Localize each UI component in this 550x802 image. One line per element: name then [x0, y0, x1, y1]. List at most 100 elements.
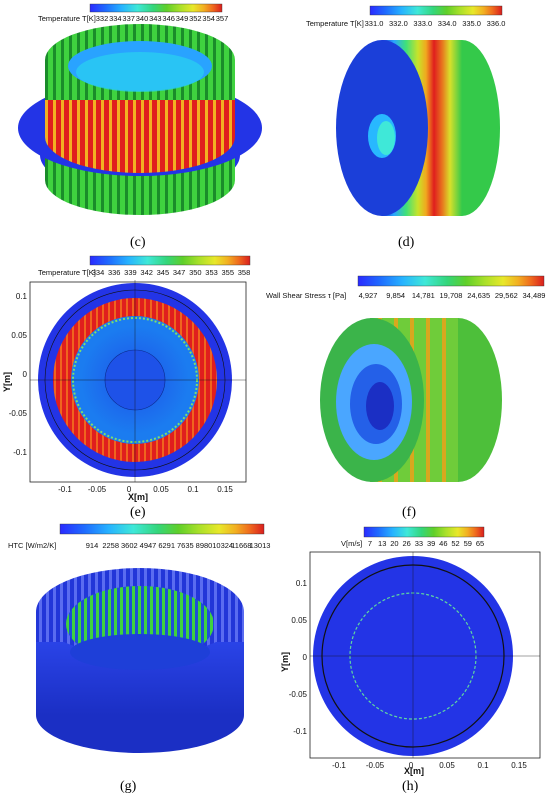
legend-tick-label: 7635 — [177, 541, 194, 550]
legend-tick-label: 13 — [378, 539, 386, 548]
legend-tick-label: 331.0 — [365, 19, 384, 28]
y-axis-label-e: Y[m] — [2, 372, 12, 392]
legend-tick-label: 29,562 — [495, 291, 518, 300]
x-tick-label: -0.1 — [58, 485, 72, 494]
x-tick-label: -0.1 — [332, 761, 346, 770]
x-tick-label: 0.15 — [217, 485, 233, 494]
legend-h: V[m/s] 7 13 20 26 33 39 46 52 59 65 — [341, 526, 485, 548]
y-tick-label: 0 — [23, 370, 28, 379]
x-tick-label: 0.1 — [187, 485, 199, 494]
legend-tick-label: 26 — [402, 539, 410, 548]
legend-tick-label: 355 — [222, 268, 235, 277]
y-tick-label: 0.1 — [16, 292, 28, 301]
legend-tick-label: 336.0 — [487, 19, 506, 28]
legend-e: Temperature T[K] 334 336 339 342 345 347 350 35… — [38, 255, 251, 277]
legend-tick-label: 2258 — [102, 541, 119, 550]
y-tick-label: 0.05 — [291, 616, 307, 625]
caption-e: (e) — [130, 505, 146, 520]
x-tick-label: -0.05 — [88, 485, 107, 494]
legend-tick-label: 11668 — [231, 541, 251, 550]
x-tick-label: 0 — [127, 485, 132, 494]
legend-title-g: HTC [W/m2/K] — [8, 541, 56, 550]
colorbar-f — [357, 275, 545, 287]
legend-title-f: Wall Shear Stress τ [Pa] — [266, 291, 346, 300]
legend-tick-label: 335.0 — [462, 19, 481, 28]
legend-ticks-h: 7 13 20 26 33 39 46 52 59 65 — [368, 539, 484, 548]
legend-tick-label: 357 — [216, 14, 229, 23]
legend-tick-label: 8980 — [196, 541, 213, 550]
x-tick-label: 0.1 — [477, 761, 489, 770]
legend-tick-label: 358 — [238, 268, 251, 277]
legend-tick-label: 33 — [415, 539, 423, 548]
legend-tick-label: 352 — [189, 14, 202, 23]
legend-title-c: Temperature T[K] — [38, 14, 96, 23]
legend-tick-label: 339 — [124, 268, 137, 277]
legend-tick-label: 52 — [451, 539, 459, 548]
y-axis-label-h: Y[m] — [280, 652, 290, 672]
colorbar-g — [59, 523, 265, 535]
legend-tick-label: 34,489 — [523, 291, 546, 300]
plot-frame-e: -0.1 -0.05 0 0.05 0.1 0.15 0.10.050-0.05-0.1 … — [2, 280, 247, 502]
colorbar-c — [89, 3, 223, 13]
legend-tick-label: 334 — [92, 268, 105, 277]
plot-frame-h: -0.1 -0.05 0 0.05 0.1 0.15 0.10.050-0.05-0.1 … — [280, 551, 541, 776]
x-tick-label: 0.15 — [511, 761, 527, 770]
legend-tick-label: 24,635 — [467, 291, 490, 300]
colorbar-e — [89, 255, 251, 266]
caption-d: (d) — [398, 235, 415, 250]
legend-tick-label: 350 — [189, 268, 202, 277]
legend-tick-label: 6291 — [158, 541, 175, 550]
panel-h: V[m/s] 7 13 20 26 33 39 46 52 59 65 -0.1 -0.05 0 0.0… — [280, 526, 541, 794]
legend-tick-label: 59 — [464, 539, 472, 548]
stator-render-g — [36, 568, 244, 753]
legend-tick-label: 20 — [390, 539, 398, 548]
legend-tick-label: 333.0 — [413, 19, 432, 28]
x-axis-label-h: X[m] — [404, 766, 424, 776]
legend-tick-label: 349 — [176, 14, 189, 23]
legend-title-d: Temperature T[K] — [306, 19, 364, 28]
legend-tick-label: 336 — [108, 268, 121, 277]
y-tick-label: 0.05 — [11, 331, 27, 340]
rotor-render-d — [336, 40, 500, 216]
legend-c: Temperature T[K] 332 334 337 340 343 346 349 35… — [38, 3, 229, 23]
legend-ticks-g: 914 2258 3602 4947 6291 7635 8980 1032411668130… — [86, 541, 271, 550]
legend-ticks-f: 4,927 9,854 14,781 19,708 24,635 29,562 34,489 — [359, 291, 546, 300]
legend-tick-label: 345 — [157, 268, 170, 277]
y-tick-label: -0.05 — [289, 690, 308, 699]
legend-tick-label: 14,781 — [412, 291, 435, 300]
legend-tick-label: 7 — [368, 539, 372, 548]
legend-tick-label: 354 — [202, 14, 215, 23]
legend-tick-label: 346 — [162, 14, 175, 23]
x-tick-label: 0 — [409, 761, 414, 770]
legend-tick-label: 9,854 — [386, 291, 405, 300]
legend-tick-label: 10324 — [212, 541, 233, 550]
legend-tick-label: 334 — [109, 14, 122, 23]
caption-f: (f) — [402, 505, 416, 520]
legend-tick-label: 3602 — [121, 541, 138, 550]
panel-d: Temperature T[K] 331.0 332.0 333.0 334.0 335… — [306, 5, 506, 250]
legend-tick-label: 4,927 — [359, 291, 378, 300]
legend-title-e: Temperature T[K] — [38, 268, 96, 277]
legend-tick-label: 4947 — [140, 541, 157, 550]
panel-e: Temperature T[K] 334 336 339 342 345 347 350 35… — [2, 255, 251, 520]
y-tick-label: 0.1 — [296, 579, 308, 588]
stator-render-c — [18, 24, 262, 215]
x-ticks-e: -0.1 -0.05 0 0.05 0.1 0.15 — [58, 485, 233, 494]
x-tick-label: 0.05 — [439, 761, 455, 770]
x-tick-label: 0.05 — [153, 485, 169, 494]
y-ticks-h: 0.1 0.05 0 -0.05 -0.1 — [289, 579, 308, 736]
caption-g: (g) — [120, 779, 137, 794]
panel-g: HTC [W/m2/K] 914 2258 3602 4947 6291 7635 8980… — [8, 523, 271, 794]
legend-tick-label: 13013 — [250, 541, 271, 550]
y-tick-label: -0.1 — [13, 448, 27, 457]
legend-tick-label: 19,708 — [440, 291, 463, 300]
legend-tick-label: 340 — [136, 14, 149, 23]
legend-d: Temperature T[K] 331.0 332.0 333.0 334.0 335… — [306, 5, 506, 28]
legend-tick-label: 353 — [205, 268, 218, 277]
legend-tick-label: 914 — [86, 541, 99, 550]
legend-g: HTC [W/m2/K] 914 2258 3602 4947 6291 7635 8980… — [8, 523, 271, 550]
legend-tick-label: 332 — [96, 14, 109, 23]
y-ticks-e: 0.1 0.05 0 -0.05 -0.1 — [9, 292, 28, 457]
